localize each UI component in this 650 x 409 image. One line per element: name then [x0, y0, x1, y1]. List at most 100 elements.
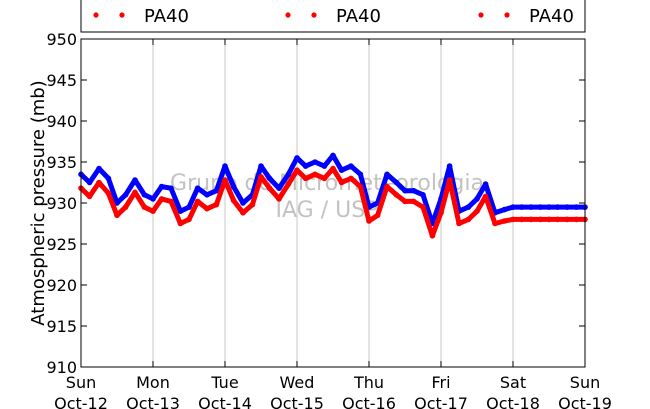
x-tick-label-date: Oct-16	[342, 394, 396, 409]
legend-marker	[311, 12, 317, 18]
y-tick-label: 930	[46, 194, 77, 213]
data-point	[177, 208, 184, 214]
y-tick-label: 910	[46, 358, 77, 377]
data-point	[554, 204, 561, 210]
data-point	[518, 216, 525, 223]
data-point	[465, 216, 472, 223]
data-point	[285, 181, 292, 187]
y-tick-label: 945	[46, 71, 77, 90]
data-point	[546, 216, 552, 223]
data-point	[266, 175, 273, 182]
data-point	[276, 196, 282, 202]
data-point	[348, 175, 354, 182]
data-point	[338, 167, 345, 173]
x-tick-label-day: Sat	[500, 373, 526, 392]
data-point	[213, 187, 220, 194]
data-point	[446, 177, 453, 183]
x-tick-label-date: Oct-12	[54, 394, 108, 409]
y-tick-label: 920	[46, 276, 77, 295]
data-point	[438, 210, 444, 216]
data-point	[312, 171, 318, 178]
data-point	[554, 216, 561, 223]
data-point	[446, 163, 453, 169]
data-point	[384, 171, 390, 178]
data-point	[266, 185, 273, 191]
data-point	[249, 201, 256, 208]
data-point	[474, 208, 480, 214]
x-tick-label-date: Oct-14	[198, 394, 252, 409]
data-point	[150, 208, 156, 214]
data-point	[186, 204, 192, 210]
x-tick-label-date: Oct-15	[270, 394, 324, 409]
x-tick-label-day: Fri	[431, 373, 450, 392]
legend-marker	[504, 12, 510, 18]
series	[78, 165, 588, 239]
data-point	[501, 206, 508, 213]
data-point	[302, 175, 309, 182]
data-point	[366, 218, 372, 224]
data-point	[114, 212, 120, 219]
y-tick-label: 940	[46, 112, 77, 131]
data-point	[482, 193, 489, 200]
data-point	[177, 220, 184, 227]
data-point	[204, 205, 210, 212]
data-point	[240, 200, 246, 206]
data-point	[150, 196, 156, 202]
data-point	[410, 198, 417, 205]
data-point	[573, 204, 580, 210]
legend-marker	[478, 12, 484, 18]
data-point	[294, 155, 300, 161]
y-axis: 910 915 920 925 930 935 940 945 950	[46, 30, 585, 377]
data-point	[194, 198, 201, 205]
data-point	[204, 192, 210, 198]
data-point	[384, 183, 390, 190]
data-point	[222, 177, 228, 183]
legend-label: PA40	[336, 6, 381, 27]
x-tick-label-day: Thu	[353, 373, 384, 392]
data-point	[86, 179, 93, 186]
data-point	[132, 177, 138, 183]
y-tick-label: 925	[46, 235, 77, 254]
data-point	[393, 192, 400, 198]
x-tick-label-day: Sun	[570, 373, 600, 392]
data-point	[258, 174, 264, 180]
data-point	[402, 198, 408, 205]
data-point	[564, 216, 570, 223]
data-point	[537, 216, 544, 223]
data-point	[402, 187, 408, 194]
series-layer	[78, 152, 588, 239]
data-point	[518, 204, 525, 210]
data-point	[105, 190, 112, 196]
data-point	[456, 220, 462, 227]
legend-marker	[285, 12, 291, 18]
data-point	[240, 210, 246, 216]
y-tick-label: 950	[46, 30, 77, 49]
data-point	[374, 212, 381, 219]
data-point	[501, 218, 508, 224]
data-point	[194, 185, 201, 191]
data-point	[546, 204, 552, 210]
data-point	[158, 196, 165, 202]
data-point	[420, 192, 426, 198]
data-point	[168, 198, 174, 205]
data-point	[492, 220, 498, 227]
data-point	[105, 175, 112, 182]
data-point	[96, 165, 102, 172]
data-point	[302, 163, 309, 169]
data-point	[213, 201, 220, 208]
y-tick-label: 915	[46, 317, 77, 336]
data-point	[537, 204, 544, 210]
data-point	[510, 204, 516, 210]
data-point	[330, 165, 336, 172]
data-point	[222, 163, 228, 169]
y-tick-label: 935	[46, 153, 77, 172]
data-point	[510, 216, 516, 223]
data-point	[168, 185, 174, 191]
legend-marker	[119, 12, 125, 18]
data-point	[429, 233, 436, 239]
x-tick-label-day: Mon	[136, 373, 170, 392]
data-point	[285, 171, 292, 178]
data-point	[186, 216, 192, 223]
data-point	[122, 192, 129, 198]
data-point	[330, 152, 336, 159]
